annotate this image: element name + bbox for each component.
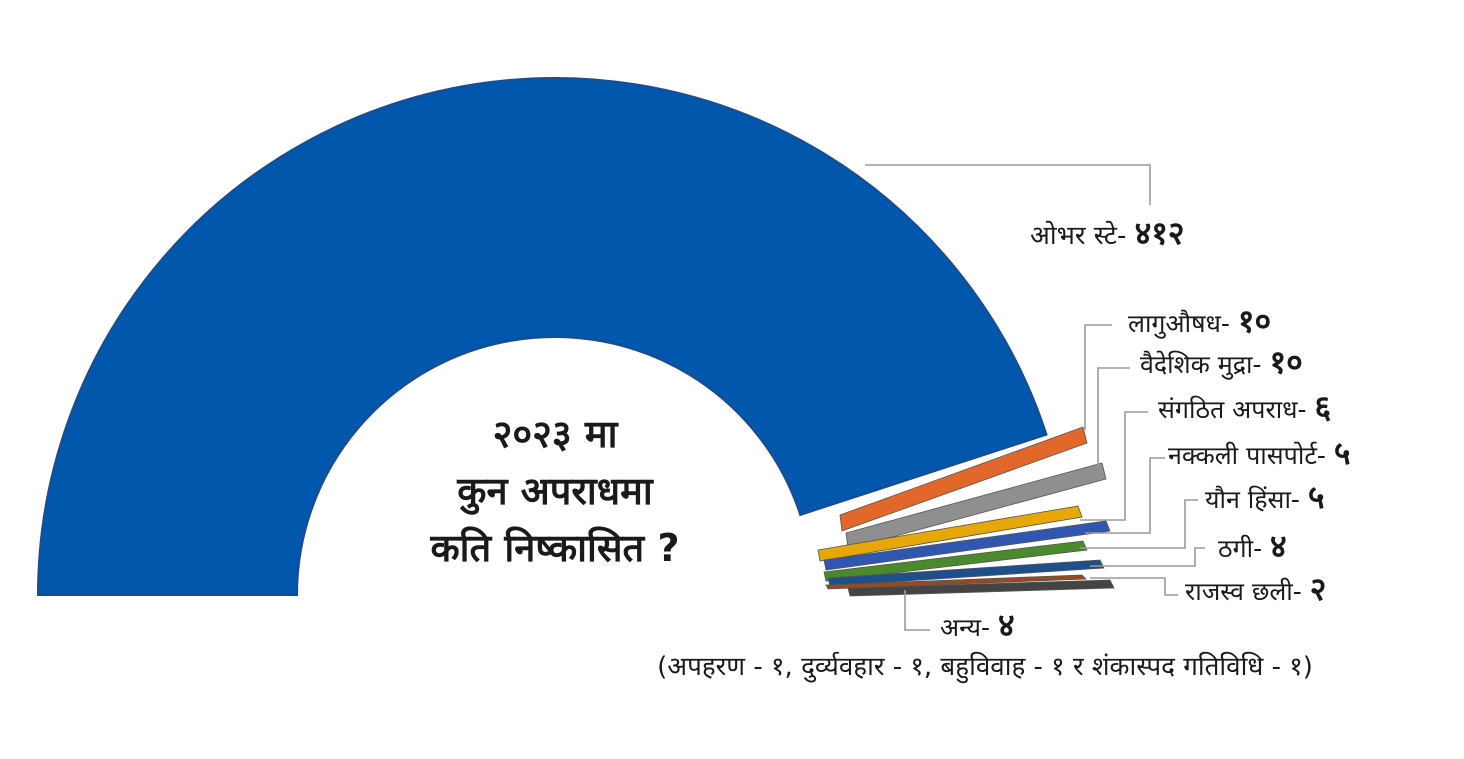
leader-lines (865, 164, 1205, 631)
slice-overstay (36, 77, 1048, 596)
slice-8 (825, 574, 1087, 590)
slice-label-2: लागुऔषध- १० (1128, 302, 1271, 340)
leader-line-7 (1090, 547, 1205, 567)
slice-5 (823, 520, 1111, 571)
title-line-3: कति निष्कासित ? (430, 526, 680, 570)
slice-7 (827, 559, 1105, 587)
slice-labels: ओभर स्टे- ४१२ लागुऔषध- १०वैदेशिक मुद्रा- … (940, 214, 1351, 644)
title-line-2: कुन अपराधमा (456, 469, 654, 515)
slice-4 (817, 505, 1083, 562)
slice-2 (839, 426, 1088, 532)
slice-6 (823, 540, 1088, 582)
slice-label-1: ओभर स्टे- ४१२ (1030, 214, 1185, 252)
slice-label-5: नक्कली पासपोर्ट- ५ (1168, 434, 1351, 472)
leader-line-4 (1080, 411, 1148, 521)
slice-label-9: अन्य- ४ (940, 606, 1015, 644)
leader-line-3 (1097, 367, 1130, 468)
slice-3 (845, 462, 1107, 550)
other-breakdown-note: (अपहरण - १, दुर्व्यवहार - १, बहुविवाह - … (657, 651, 1313, 684)
slice-label-7: ठगी- ४ (1218, 527, 1287, 565)
slice-label-6: यौन हिंसा- ५ (1205, 478, 1325, 516)
slice-label-8: राजस्व छली- २ (1185, 570, 1326, 608)
leader-line-2 (1084, 324, 1112, 430)
leader-line-9 (904, 590, 930, 631)
chart-title: २०२३ मा कुन अपराधमा कति निष्कासित ? (430, 412, 680, 570)
leader-line-6 (1080, 499, 1198, 549)
slice-label-3: वैदेशिक मुद्रा- १० (1140, 343, 1303, 381)
chart-slices (36, 77, 1115, 597)
leader-line-1 (865, 164, 1151, 205)
slice-label-4: संगठित अपराध- ६ (1158, 388, 1331, 426)
leader-line-8 (1090, 577, 1178, 596)
leader-line-5 (1085, 457, 1165, 534)
slice-9 (847, 579, 1115, 597)
title-line-1: २०२३ मा (493, 412, 619, 456)
